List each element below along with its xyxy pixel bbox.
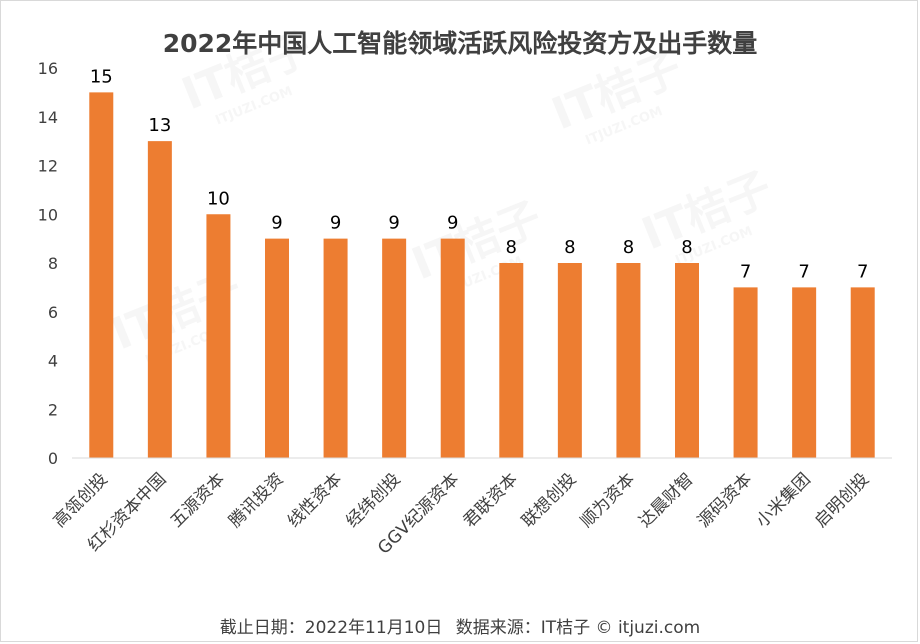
data-label: 13 [148, 115, 171, 136]
data-label: 10 [207, 188, 230, 209]
data-label: 9 [330, 213, 341, 234]
y-axis: 0 2 4 6 8 10 12 14 16 [38, 59, 58, 468]
x-category-label: 源码资本 [694, 469, 756, 531]
x-category-label: 启明创投 [811, 469, 873, 531]
x-category-label: 五源资本 [167, 469, 229, 531]
data-label: 9 [271, 213, 282, 234]
x-category-label: 顺为资本 [577, 469, 639, 531]
data-labels: 15 13 10 9 9 9 9 8 8 8 8 7 7 7 [90, 66, 869, 282]
bar [499, 263, 524, 458]
x-category-label: 君联资本 [460, 469, 522, 531]
bar [440, 238, 465, 458]
bar [206, 214, 231, 458]
y-tick-label: 6 [48, 303, 58, 322]
bar [850, 287, 875, 458]
y-tick-label: 2 [48, 400, 58, 419]
bar [616, 263, 641, 458]
data-label: 9 [388, 213, 399, 234]
data-label: 15 [90, 66, 113, 87]
y-tick-label: 16 [38, 59, 58, 78]
data-label: 8 [506, 237, 517, 258]
x-category-label: 达晨财智 [635, 469, 697, 531]
bar [733, 287, 758, 458]
y-tick-label: 10 [38, 205, 58, 224]
cutoff-date: 截止日期：2022年11月10日 [219, 618, 443, 638]
chart-title: 2022年中国人工智能领域活跃风险投资方及出手数量 [163, 29, 758, 58]
data-label: 7 [798, 261, 809, 282]
y-tick-label: 4 [48, 352, 58, 371]
bar [89, 92, 114, 458]
data-label: 8 [681, 237, 692, 258]
bar [265, 238, 289, 458]
y-tick-label: 12 [38, 157, 58, 176]
data-label: 7 [857, 261, 868, 282]
bar [792, 287, 817, 458]
data-source: 数据来源：IT桔子 © itjuzi.com [455, 618, 701, 638]
x-axis-categories: 高瓴创投红杉资本中国五源资本腾讯投资线性资本经纬创投GGV纪源资本君联资本联想创… [50, 469, 874, 558]
bar [675, 263, 699, 458]
bars-group [89, 92, 875, 458]
x-category-label: 小米集团 [752, 469, 814, 531]
data-label: 9 [447, 213, 458, 234]
y-tick-label: 0 [48, 449, 58, 468]
data-label: 8 [623, 237, 634, 258]
data-label: 8 [564, 237, 575, 258]
bar [323, 238, 348, 458]
data-label: 7 [740, 261, 751, 282]
footer: 截止日期：2022年11月10日 数据来源：IT桔子 © itjuzi.com [0, 613, 920, 638]
bar [557, 263, 582, 458]
x-category-label: 腾讯投资 [225, 469, 287, 531]
bar [147, 141, 172, 458]
y-tick-label: 8 [48, 254, 58, 273]
x-category-label: 联想创投 [518, 469, 580, 531]
bar [382, 238, 407, 458]
x-category-label: 线性资本 [284, 469, 346, 531]
y-tick-label: 14 [38, 108, 58, 127]
